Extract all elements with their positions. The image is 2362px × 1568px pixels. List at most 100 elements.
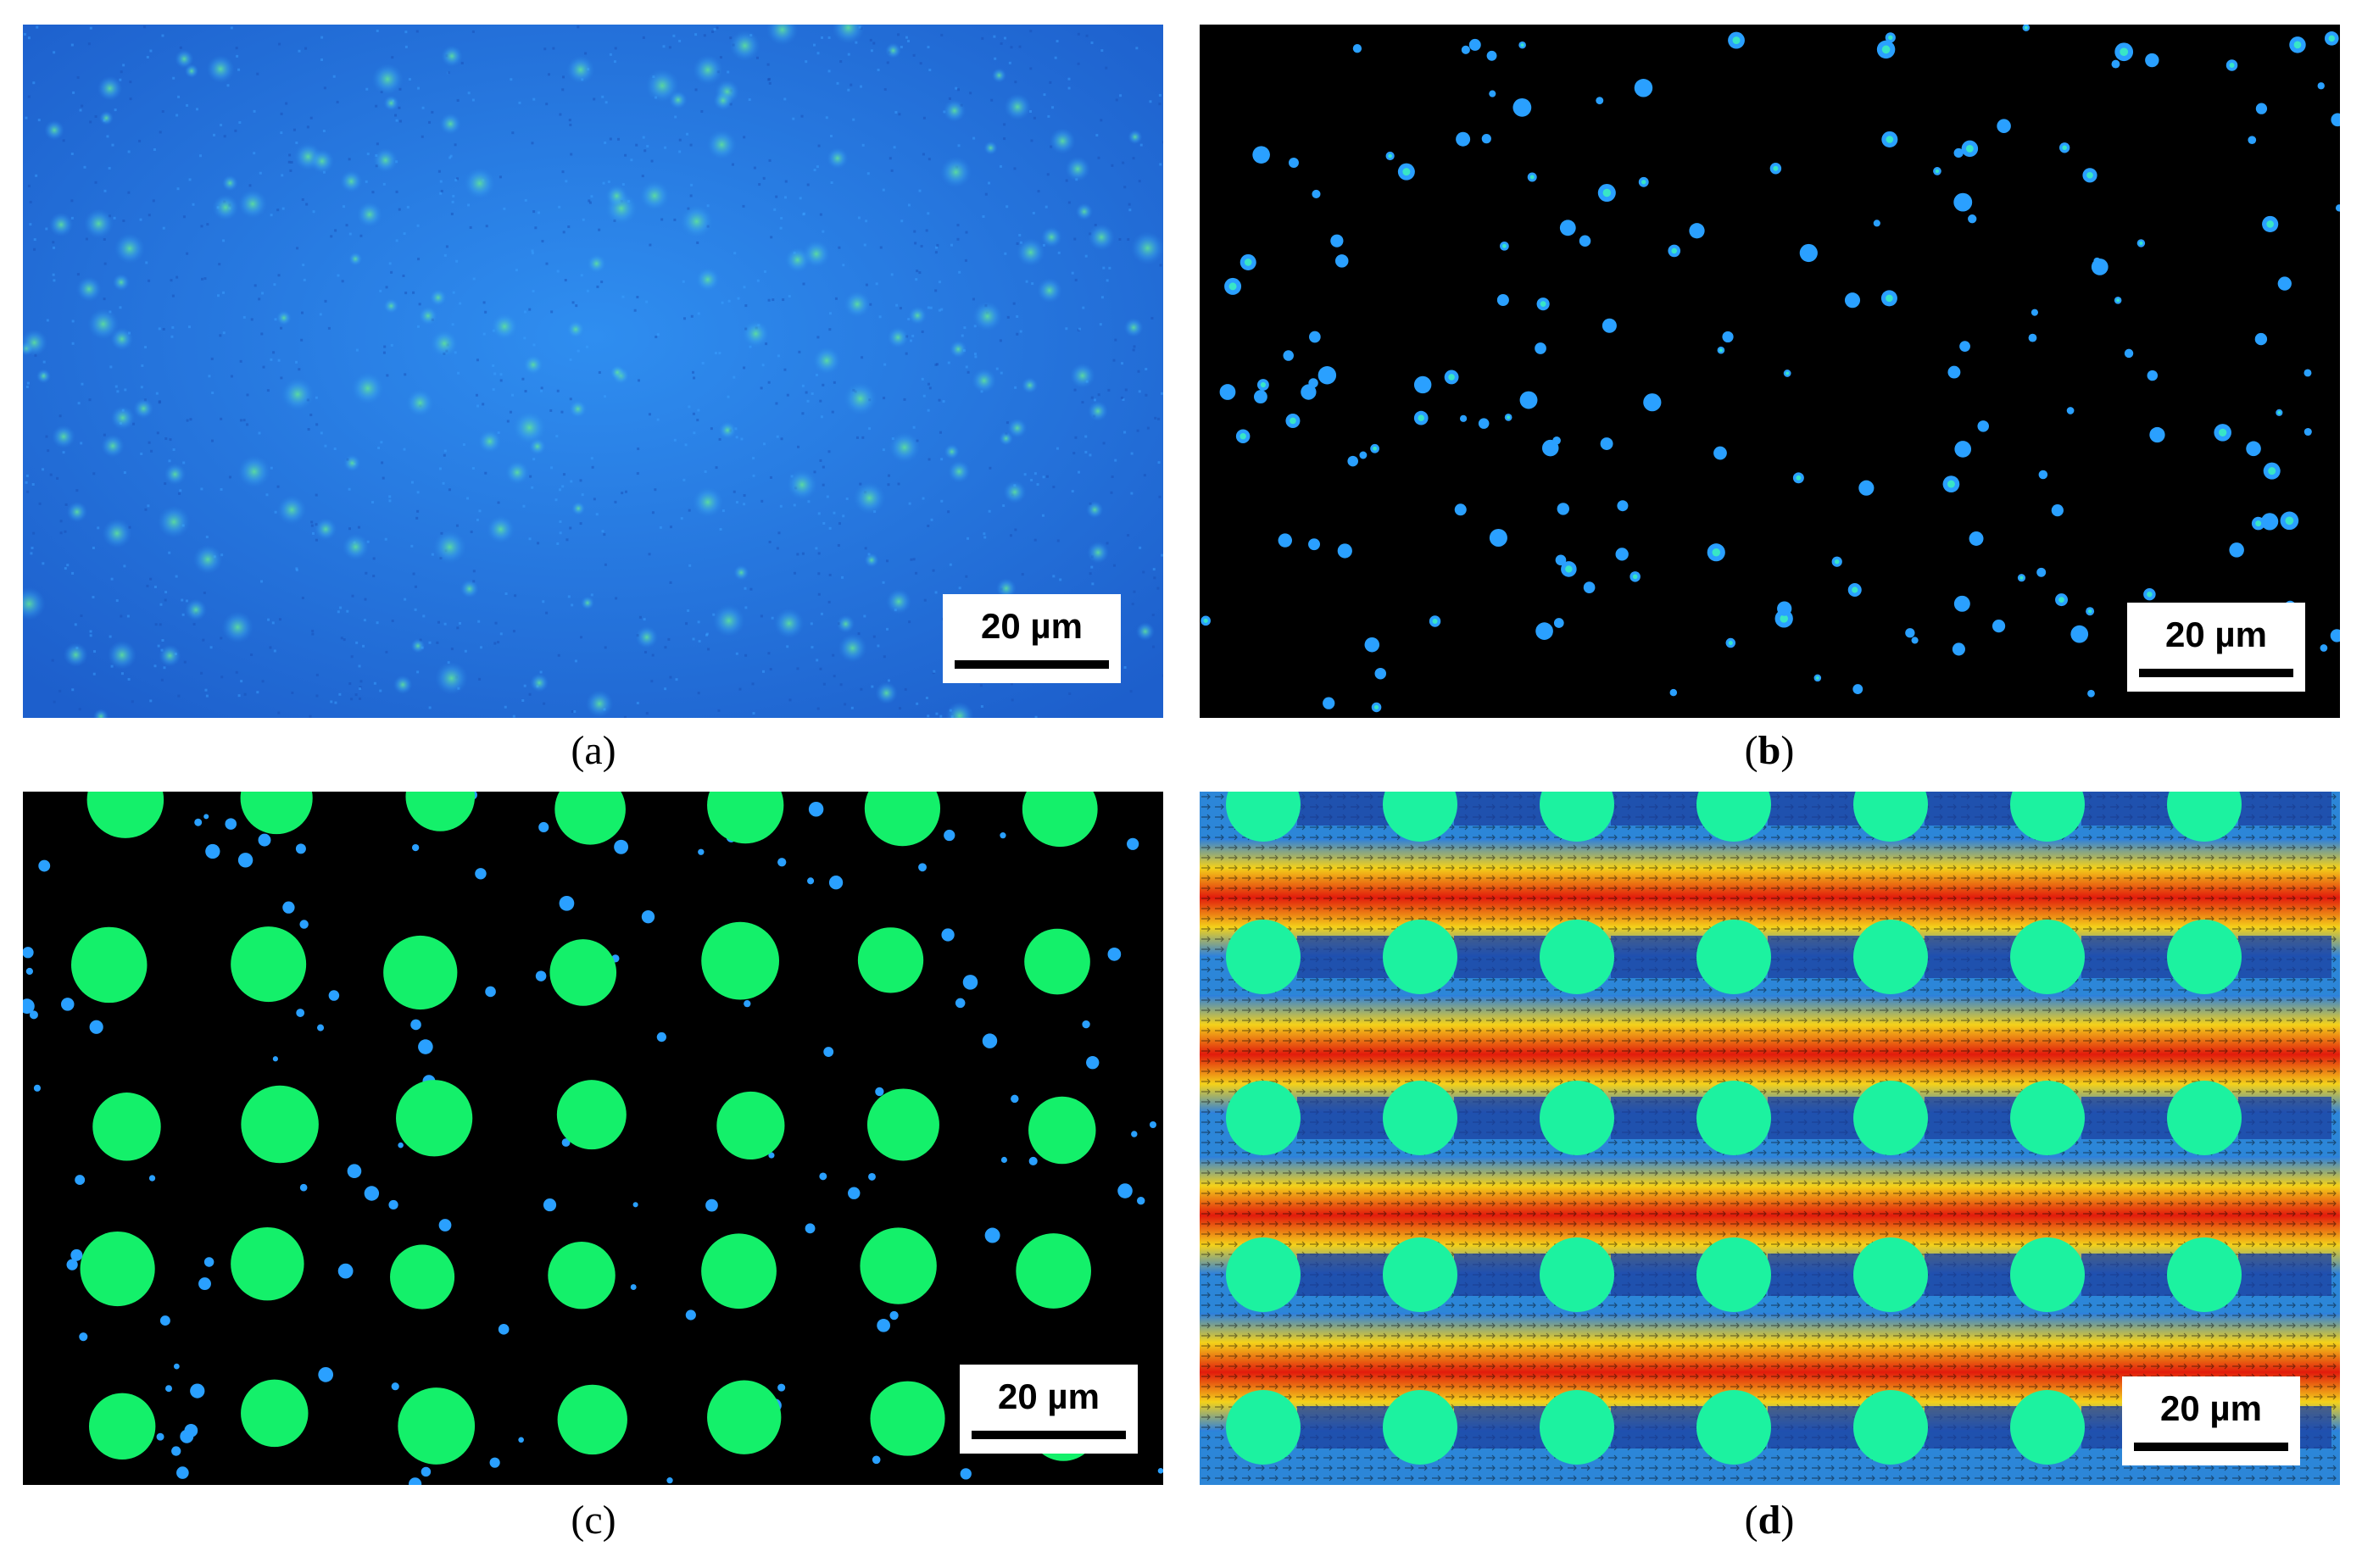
pillar-c [86, 792, 164, 838]
scale-bar-label-b: 20 µm [2165, 614, 2267, 654]
particle-c [318, 1366, 334, 1382]
particle-a [460, 579, 479, 598]
particle-a [774, 608, 805, 639]
particle-b [1553, 618, 1564, 628]
particle-b [2038, 470, 2048, 480]
particle-a [522, 354, 544, 375]
particle-b [2087, 689, 2095, 698]
particle-b [1334, 254, 1349, 268]
pillar-d [2167, 920, 2242, 994]
particle-a [430, 329, 459, 358]
particle-b [1496, 293, 1509, 307]
caption-letter-b: b [1758, 728, 1781, 773]
low-velocity-wake [1768, 792, 1861, 826]
particle-b [1634, 79, 1653, 97]
particle-b [1486, 50, 1497, 61]
particle-c [299, 1183, 308, 1192]
pillar-d [1696, 920, 1771, 994]
pillar-d [1383, 1390, 1457, 1465]
particle-c [848, 1187, 861, 1199]
particle-c [538, 821, 549, 833]
particle-a [1087, 542, 1110, 564]
particle-c [148, 1175, 156, 1182]
particle-core-b [1815, 676, 1819, 680]
particle-b [1252, 146, 1270, 164]
particle-a [706, 130, 737, 160]
pillar-d [1853, 920, 1928, 994]
particle-a [48, 212, 74, 237]
pillar-c [857, 927, 924, 993]
particle-c [498, 1324, 510, 1335]
particle-b [1852, 684, 1863, 694]
particle-b [1600, 437, 1613, 450]
particle-a [889, 431, 921, 464]
caption-letter-d: d [1758, 1498, 1781, 1543]
particle-a [1065, 156, 1090, 181]
particle-a [184, 64, 199, 79]
particle-b [2246, 441, 2261, 457]
particle-b [1559, 220, 1576, 236]
particle-c [347, 1164, 362, 1179]
fluorescence-image-a [23, 25, 1163, 718]
particle-c [364, 1186, 380, 1201]
pillar-d [2010, 1237, 2085, 1312]
particle-a [164, 463, 187, 486]
particle-c [391, 1382, 399, 1391]
scale-bar-b: 20 µm [2127, 603, 2305, 692]
particle-a [995, 578, 1017, 599]
low-velocity-wake [1297, 1097, 1390, 1139]
pillar-c [860, 1227, 937, 1304]
pillar-c [1022, 792, 1098, 848]
low-velocity-wake [1925, 1406, 2018, 1448]
particle-core-b [1260, 381, 1267, 388]
particle-a [972, 301, 1003, 331]
particle-c [962, 975, 978, 990]
particle-core-b [1402, 168, 1411, 176]
particle-core-b [2120, 47, 2129, 57]
particle-a [23, 329, 48, 356]
particle-a [343, 454, 361, 472]
particle-a [610, 364, 626, 381]
particle-b [1413, 375, 1432, 394]
particle-a [668, 91, 688, 109]
particle-a [237, 455, 271, 488]
particle-b [1478, 418, 1490, 429]
low-velocity-wake [2238, 1254, 2331, 1296]
particle-b [1512, 97, 1532, 117]
particle-a [110, 405, 135, 431]
particle-c [1086, 1055, 1100, 1070]
particle-core-b [1796, 475, 1802, 481]
low-velocity-wake [2081, 936, 2175, 978]
low-velocity-wake [1454, 936, 1547, 978]
pillar-c [1024, 928, 1090, 995]
particle-b [2277, 276, 2292, 291]
low-velocity-wake [2238, 1097, 2331, 1139]
particle-c [641, 909, 655, 924]
low-velocity-wake [1925, 1097, 2018, 1139]
particle-c [656, 1031, 666, 1043]
pillar-d [1853, 1390, 1928, 1465]
particle-b [2261, 513, 2279, 531]
particle-core-b [1565, 565, 1573, 573]
particle-a [838, 633, 867, 663]
particle-a [159, 644, 181, 667]
particle-core-b [1448, 374, 1455, 381]
particle-b [1643, 393, 1662, 412]
particle-a [157, 505, 191, 538]
particle-core-b [1632, 574, 1638, 580]
particle-c [411, 843, 420, 852]
low-velocity-wake [1768, 936, 1861, 978]
particle-c [485, 986, 496, 998]
particle-c [180, 1429, 194, 1443]
particle-a [693, 54, 723, 86]
low-velocity-wake [1925, 1254, 2018, 1296]
particle-core-b [2277, 411, 2281, 414]
particle-b [2254, 332, 2268, 346]
particle-c [875, 1087, 884, 1097]
particle-core-b [1852, 587, 1858, 593]
particle-c [75, 1175, 86, 1186]
particle-core-b [1773, 165, 1779, 171]
particle-c [475, 868, 487, 880]
particle-b [1997, 119, 2011, 133]
particle-a [1016, 238, 1045, 267]
